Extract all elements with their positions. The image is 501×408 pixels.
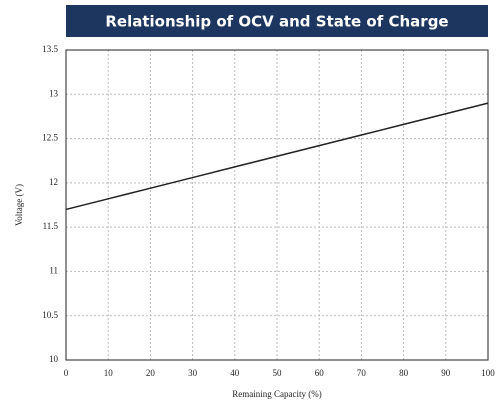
x-tick-label: 40 xyxy=(230,368,240,378)
plot-frame xyxy=(65,49,489,361)
y-tick-label: 10 xyxy=(49,354,59,364)
x-tick-label: 80 xyxy=(399,368,409,378)
x-axis-label: Remaining Capacity (%) xyxy=(232,389,321,399)
y-tick-label: 13.5 xyxy=(42,44,58,54)
y-tick-label: 13 xyxy=(49,88,59,98)
title-banner xyxy=(66,5,488,37)
chart-title: Relationship of OCV and State of Charge xyxy=(105,13,448,31)
data-line xyxy=(65,102,489,211)
x-tick-label: 70 xyxy=(357,368,367,378)
y-tick-label: 11 xyxy=(49,265,58,275)
x-tick-label: 100 xyxy=(481,368,495,378)
y-axis-label: Voltage (V) xyxy=(14,184,24,226)
x-tick-label: 50 xyxy=(273,368,283,378)
y-tick-label: 12.5 xyxy=(42,133,58,143)
x-tick-label: 90 xyxy=(441,368,451,378)
x-tick-label: 0 xyxy=(64,368,69,378)
x-tick-label: 20 xyxy=(146,368,156,378)
y-tick-label: 11.5 xyxy=(43,221,59,231)
y-tick-label: 12 xyxy=(49,177,58,187)
x-tick-label: 60 xyxy=(315,368,325,378)
x-tick-label: 10 xyxy=(104,368,114,378)
y-tick-label: 10.5 xyxy=(42,310,58,320)
x-tick-label: 30 xyxy=(188,368,198,378)
